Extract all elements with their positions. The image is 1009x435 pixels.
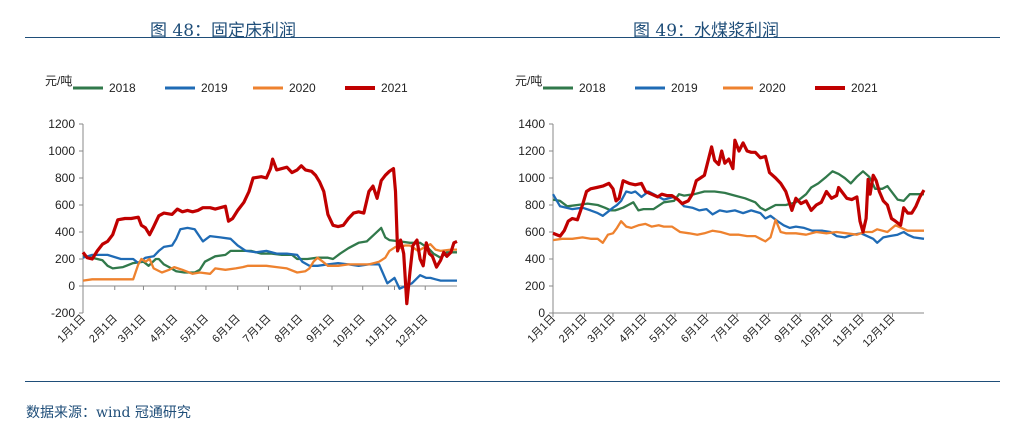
legend-label-2021: 2021	[851, 81, 878, 95]
y-axis-unit-label: 元/吨	[45, 74, 72, 88]
y-tick-label: 1000	[518, 171, 545, 185]
chart-title-left: 图 48：固定床利润	[150, 21, 297, 41]
series-line-2020	[82, 243, 457, 282]
x-tick-label: 5月1日	[647, 313, 680, 346]
x-tick-label: 4月1日	[617, 313, 650, 346]
top-divider	[25, 37, 1000, 38]
bottom-divider	[25, 381, 1000, 382]
x-tick-label: 12月1日	[861, 313, 898, 350]
series-line-2018	[82, 226, 457, 274]
data-source-note: 数据来源：wind 冠通研究	[26, 405, 191, 421]
x-tick-label: 3月1日	[585, 313, 618, 346]
x-tick-label: 6月1日	[210, 313, 243, 346]
chart-coal-water-slurry-profit: 元/吨 2018 2019 2020 2021 0 200 400 600 800 1000 1200…	[515, 74, 926, 350]
y-tick-label: 600	[525, 225, 545, 239]
y-tick-label: 200	[55, 252, 75, 266]
y-tick-label: 200	[525, 279, 545, 293]
y-tick-label: -200	[51, 306, 75, 320]
chart-fixed-bed-profit: 元/吨 2018 2019 2020 2021 -200 0 200 400 600 800 1000…	[45, 74, 458, 350]
legend-label-2018: 2018	[579, 81, 606, 95]
y-axis-unit-label: 元/吨	[515, 74, 542, 88]
series-line-2020	[552, 218, 924, 244]
x-tick-label: 8月1日	[741, 313, 774, 346]
y-tick-label: 0	[68, 279, 75, 293]
series-line-2019	[552, 190, 925, 244]
series-line-2019	[82, 226, 457, 290]
x-tick-label: 10月1日	[799, 313, 836, 350]
y-tick-label: 0	[538, 306, 545, 320]
y-tick-label: 600	[55, 198, 75, 212]
legend-label-2021: 2021	[381, 81, 408, 95]
y-tick-label: 800	[55, 171, 75, 185]
y-tick-label: 1200	[518, 144, 545, 158]
legend-label-2020: 2020	[289, 81, 316, 95]
x-tick-label: 5月1日	[178, 313, 211, 346]
y-tick-label: 800	[525, 198, 545, 212]
legend-label-2018: 2018	[109, 81, 136, 95]
y-tick-label: 1200	[48, 117, 75, 131]
y-tick-label: 1400	[518, 117, 545, 131]
y-tick-label: 1000	[48, 144, 75, 158]
series-line-2021	[81, 157, 458, 306]
x-tick-label: 2月1日	[557, 313, 590, 346]
x-tick-label: 2月1日	[87, 313, 120, 346]
x-tick-label: 7月1日	[241, 313, 274, 346]
y-tick-label: 400	[525, 252, 545, 266]
legend-label-2020: 2020	[759, 81, 786, 95]
chart-title-right: 图 49：水煤浆利润	[633, 21, 780, 41]
x-tick-label: 10月1日	[331, 313, 368, 350]
x-tick-label: 11月1日	[363, 313, 399, 349]
x-tick-label: 7月1日	[709, 313, 742, 346]
legend-label-2019: 2019	[671, 81, 698, 95]
x-tick-label: 3月1日	[116, 313, 149, 346]
x-tick-label: 12月1日	[393, 313, 430, 350]
legend-label-2019: 2019	[201, 81, 228, 95]
x-tick-label: 6月1日	[679, 313, 712, 346]
series-line-2021	[552, 138, 926, 238]
x-tick-label: 4月1日	[148, 313, 181, 346]
x-tick-label: 8月1日	[273, 313, 306, 346]
y-tick-label: 400	[55, 225, 75, 239]
